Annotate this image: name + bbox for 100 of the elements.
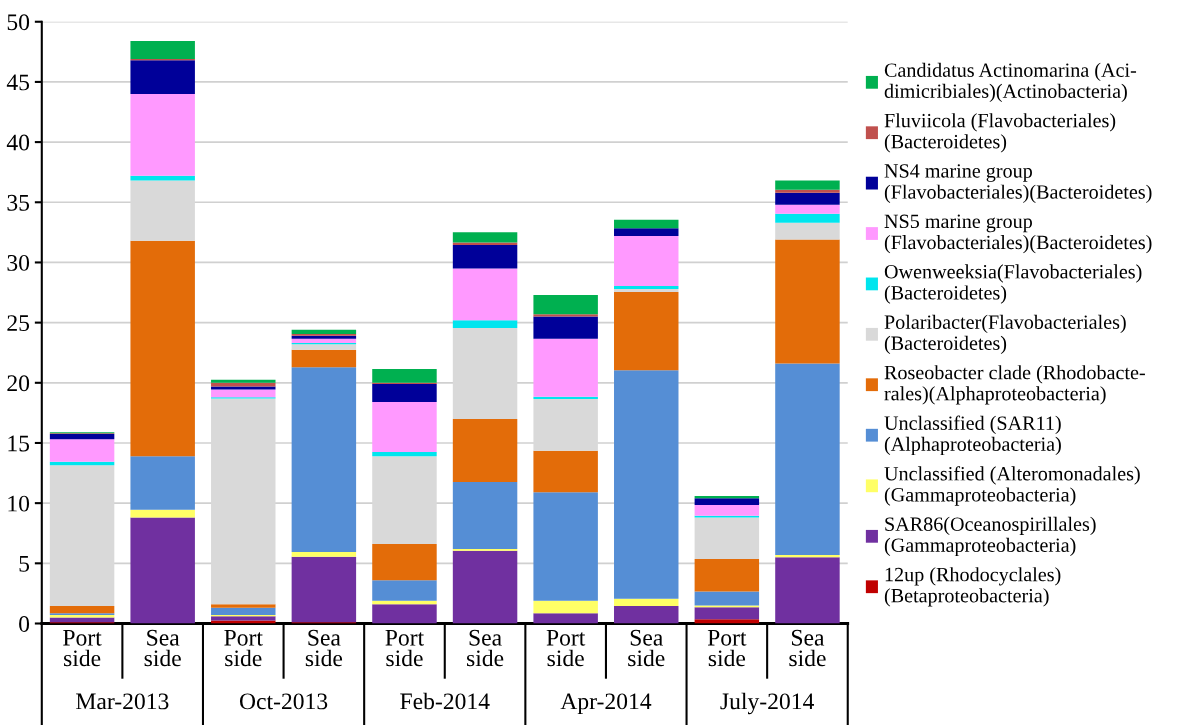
y-tick-label: 25 <box>7 315 30 332</box>
bar <box>211 620 276 624</box>
bar <box>291 556 357 623</box>
bar <box>452 418 518 483</box>
legend-label: 12up (Rhodocyclales) (Betaproteobacteria) <box>884 567 1061 607</box>
legend-label: Unclassified (Alteromonadales) (Gammaproteobacteria) <box>884 466 1140 506</box>
bar <box>372 402 437 452</box>
bar <box>211 616 276 621</box>
bar <box>614 235 679 286</box>
legend-label: NS5 marine group (Flavobacteriales)(Bacteroidetes) <box>884 214 1152 254</box>
bar <box>211 389 276 398</box>
bar <box>291 349 357 368</box>
bar <box>130 509 195 518</box>
x-tick-label: Port side <box>385 629 425 667</box>
x-tick-label: Sea side <box>789 629 826 667</box>
bar <box>614 219 679 229</box>
bar <box>372 384 437 403</box>
bar <box>694 591 760 606</box>
y-tick-label: 15 <box>8 435 30 452</box>
bar <box>775 363 840 555</box>
bar <box>452 550 518 624</box>
text: Mar-2013 <box>76 693 169 710</box>
bar <box>775 239 840 364</box>
bar <box>775 213 840 223</box>
x-tick-label: Port side <box>707 629 747 667</box>
bar <box>775 557 840 624</box>
bar <box>694 504 760 516</box>
bar <box>614 291 679 371</box>
bar <box>533 338 598 397</box>
x-tick-label: Port side <box>63 629 102 667</box>
bar <box>775 180 840 190</box>
text: Oct-2013 <box>239 693 328 710</box>
x-tick-label: Port side <box>546 629 586 667</box>
bar <box>775 189 840 193</box>
bar <box>211 607 276 616</box>
bar <box>694 607 760 620</box>
legend-label: Polaribacter(Flavobacteriales) (Bacteroidetes) <box>884 314 1126 355</box>
legend-label: Candidatus Actinomarina (Aci- dimicribiales)(Actinobacteria) <box>884 62 1137 103</box>
bar <box>130 93 195 176</box>
bar <box>130 456 195 510</box>
bar <box>130 60 195 94</box>
x-tick-label: Sea side <box>144 629 181 667</box>
bar <box>533 492 598 601</box>
legend-label: SAR86(Oceanospirillales) (Gammaproteobacteria) <box>884 516 1096 557</box>
bar <box>372 544 437 581</box>
bar <box>211 604 276 608</box>
bar <box>694 559 760 592</box>
bar <box>533 613 598 624</box>
y-tick-label: 30 <box>7 254 30 271</box>
bar <box>775 204 840 214</box>
y-tick-label: 45 <box>6 74 30 91</box>
bar <box>694 517 760 560</box>
bar <box>130 240 195 457</box>
bar <box>291 329 357 335</box>
bar <box>694 498 760 505</box>
bar <box>49 606 115 614</box>
bar <box>694 619 760 624</box>
bar <box>614 606 679 624</box>
legend-label: Fluviicola (Flavobacteriales) (Bacteroidetes) <box>884 113 1116 153</box>
legend-label: Unclassified (SAR11) (Alphaproteobacteria) <box>884 415 1061 456</box>
bar <box>452 320 518 329</box>
text: July-2014 <box>720 692 814 715</box>
x-tick-label: Sea side <box>467 629 504 667</box>
bar <box>291 344 357 350</box>
bar <box>614 370 679 599</box>
bar <box>452 268 518 321</box>
bar <box>372 604 437 624</box>
bar <box>372 452 437 457</box>
y-tick-label: 35 <box>7 194 30 211</box>
legend-label: NS4 marine group (Flavobacteriales)(Bacteroidetes) <box>884 164 1152 203</box>
bar <box>291 367 357 552</box>
bar <box>130 517 195 624</box>
bar <box>533 294 598 315</box>
bar <box>211 386 276 390</box>
bar <box>533 314 598 317</box>
legend-label: Roseobacter clade (Rhodobacte- rales)(Alphaproteobacteria) <box>884 365 1145 405</box>
bar <box>533 450 598 493</box>
bar <box>130 175 195 181</box>
y-tick-label: 40 <box>6 134 30 151</box>
y-tick-label: 20 <box>7 375 30 392</box>
bar <box>614 598 679 607</box>
bar <box>49 439 115 462</box>
y-tick-label: 5 <box>19 556 30 572</box>
bar <box>452 482 518 549</box>
bar <box>614 228 679 236</box>
x-tick-label: Sea side <box>628 629 665 667</box>
bar <box>49 433 115 440</box>
bar <box>372 368 437 383</box>
bar <box>452 232 518 243</box>
bar <box>775 222 840 240</box>
legend-label: Owenweeksia(Flavobacteriales) (Bacteroidetes) <box>884 264 1142 304</box>
y-tick-label: 50 <box>7 14 30 31</box>
y-tick-label: 10 <box>8 495 30 512</box>
bar <box>533 600 598 614</box>
bar <box>49 617 115 623</box>
y-tick-label: 0 <box>19 615 30 632</box>
bar <box>211 379 276 383</box>
bar <box>372 580 437 601</box>
x-tick-label: Port side <box>224 629 263 667</box>
bar <box>291 338 357 344</box>
